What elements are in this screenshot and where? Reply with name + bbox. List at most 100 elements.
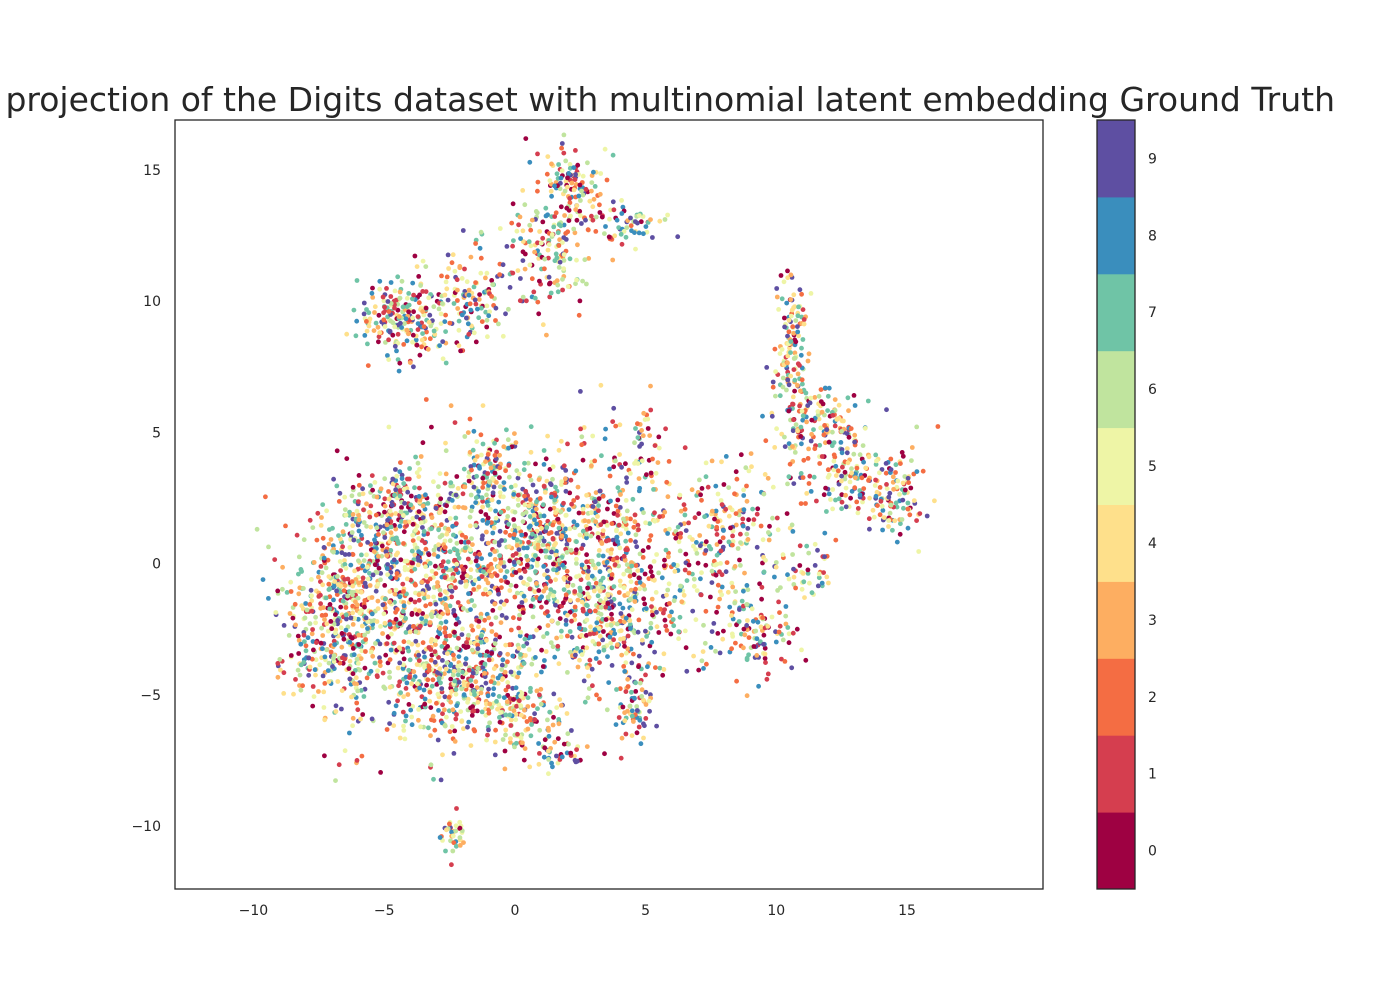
scatter-point: [420, 611, 425, 616]
scatter-point: [629, 689, 634, 695]
scatter-point: [403, 713, 409, 719]
scatter-point: [584, 531, 589, 537]
scatter-point: [475, 699, 481, 705]
scatter-point: [512, 523, 517, 529]
scatter-point: [553, 577, 558, 583]
scatter-point: [546, 728, 551, 733]
scatter-point: [601, 600, 607, 605]
scatter-point: [553, 210, 559, 216]
scatter-point: [593, 490, 599, 495]
scatter-point: [392, 324, 398, 330]
scatter-point: [546, 274, 552, 280]
scatter-point: [487, 309, 492, 315]
scatter-point: [480, 498, 485, 504]
scatter-point: [362, 665, 368, 671]
scatter-point: [703, 460, 709, 466]
scatter-point: [654, 552, 659, 557]
scatter-point: [378, 624, 383, 629]
scatter-point: [839, 473, 844, 479]
scatter-point: [597, 582, 603, 587]
scatter-point: [542, 572, 547, 578]
scatter-point: [418, 520, 424, 525]
scatter-point: [438, 496, 444, 502]
scatter-point: [520, 740, 525, 746]
scatter-point: [884, 482, 889, 487]
scatter-point: [454, 548, 460, 554]
scatter-point: [463, 645, 469, 650]
scatter-point: [309, 598, 315, 604]
scatter-point: [579, 546, 584, 551]
scatter-point: [604, 622, 610, 628]
scatter-point: [851, 393, 857, 398]
scatter-point: [744, 623, 750, 628]
scatter-point: [397, 679, 403, 685]
scatter-point: [800, 571, 806, 576]
scatter-point: [375, 558, 380, 563]
scatter-point: [365, 341, 370, 347]
scatter-point: [359, 648, 365, 654]
scatter-point: [812, 395, 818, 400]
scatter-point: [857, 452, 863, 458]
scatter-point: [399, 472, 405, 478]
scatter-point: [761, 641, 766, 647]
scatter-point: [356, 482, 362, 488]
scatter-point: [499, 613, 505, 618]
scatter-point: [426, 725, 431, 731]
scatter-point: [337, 559, 343, 564]
scatter-point: [924, 513, 930, 519]
scatter-point: [596, 503, 601, 508]
scatter-point: [629, 713, 635, 719]
scatter-point: [307, 602, 313, 607]
scatter-point: [536, 588, 542, 593]
scatter-point: [665, 212, 670, 218]
scatter-point: [514, 228, 520, 234]
scatter-point: [765, 624, 771, 629]
scatter-point: [694, 540, 699, 545]
scatter-point: [649, 604, 654, 609]
y-tick-label: 10: [143, 294, 161, 310]
scatter-point: [846, 408, 851, 414]
scatter-point: [789, 307, 795, 313]
scatter-point: [479, 686, 484, 692]
scatter-point: [420, 640, 426, 646]
scatter-point: [656, 445, 662, 451]
scatter-point: [466, 478, 472, 484]
scatter-point: [321, 545, 327, 550]
scatter-point: [610, 557, 616, 563]
scatter-point: [522, 266, 528, 272]
scatter-point: [467, 416, 473, 422]
scatter-point: [342, 552, 348, 557]
scatter-point: [785, 625, 791, 630]
scatter-point: [393, 575, 399, 581]
scatter-point: [831, 458, 837, 464]
scatter-point: [545, 247, 551, 253]
scatter-point: [791, 582, 797, 587]
scatter-point: [538, 240, 544, 246]
scatter-point: [601, 629, 606, 634]
scatter-point: [461, 840, 466, 845]
scatter-point: [356, 512, 361, 518]
scatter-point: [528, 689, 533, 694]
scatter-point: [322, 681, 328, 686]
scatter-point: [356, 499, 361, 504]
scatter-point: [535, 706, 540, 712]
scatter-point: [410, 704, 416, 709]
scatter-point: [763, 438, 769, 444]
scatter-point: [830, 429, 835, 435]
scatter-point: [497, 272, 502, 277]
scatter-point: [549, 760, 554, 766]
scatter-point: [594, 620, 600, 626]
scatter-point: [357, 492, 362, 497]
scatter-point: [542, 737, 548, 743]
scatter-point: [561, 258, 567, 263]
scatter-point: [490, 608, 496, 613]
scatter-point: [888, 502, 894, 508]
scatter-point: [378, 770, 383, 775]
scatter-point: [584, 645, 590, 651]
y-tick-label: −10: [131, 819, 161, 835]
scatter-point: [556, 222, 562, 228]
scatter-point: [720, 535, 726, 541]
scatter-point: [791, 292, 797, 298]
scatter-point: [347, 730, 352, 736]
scatter-point: [465, 556, 471, 562]
